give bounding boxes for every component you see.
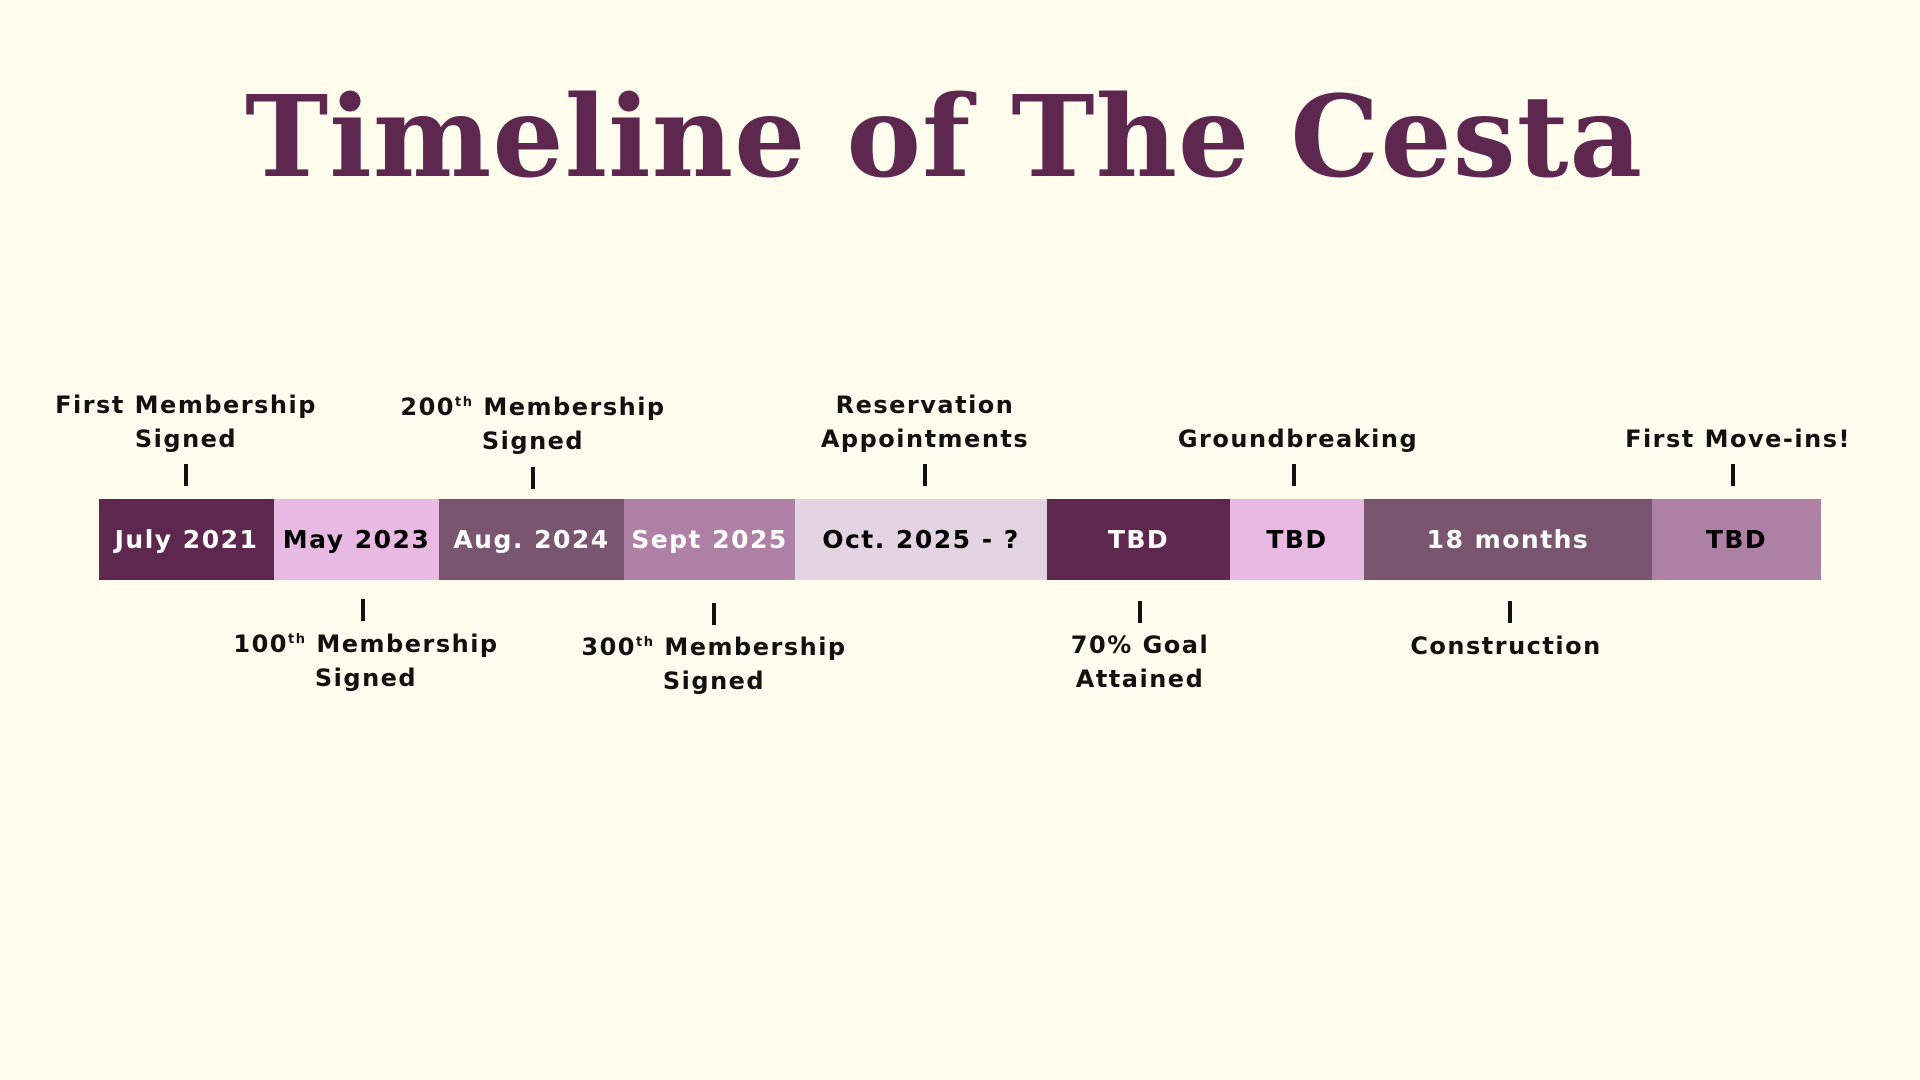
segment-aug-2024: Aug. 2024 xyxy=(439,499,624,580)
segment-july-2021: July 2021 xyxy=(99,499,274,580)
tick-200th-membership xyxy=(531,467,535,489)
segment-sept-2025: Sept 2025 xyxy=(624,499,795,580)
label-construction: Construction xyxy=(1410,632,1602,660)
page-title: Timeline of The Cesta xyxy=(244,72,1644,203)
segment-tbd-1: TBD xyxy=(1047,499,1230,580)
label-groundbreaking: Groundbreaking xyxy=(1177,425,1419,453)
tick-300th-membership xyxy=(712,603,716,625)
label-100th-membership: 100th Membership Signed xyxy=(233,630,499,692)
label-first-membership: First Membership Signed xyxy=(55,391,317,453)
segment-tbd-3: TBD xyxy=(1652,499,1821,580)
segment-oct-2025: Oct. 2025 - ? xyxy=(795,499,1047,580)
tick-first-membership xyxy=(184,464,188,486)
timeline-bar: July 2021 May 2023 Aug. 2024 Sept 2025 O… xyxy=(99,499,1821,580)
label-200th-membership: 200th Membership Signed xyxy=(400,393,666,455)
label-300th-membership: 300th Membership Signed xyxy=(581,633,847,695)
tick-groundbreaking xyxy=(1292,464,1296,486)
tick-construction xyxy=(1508,601,1512,623)
segment-18-months: 18 months xyxy=(1364,499,1652,580)
tick-100th-membership xyxy=(361,599,365,621)
label-first-move-ins: First Move-ins! xyxy=(1625,425,1851,453)
label-reservation-appointments: Reservation Appointments xyxy=(820,391,1030,453)
tick-70-goal xyxy=(1138,601,1142,623)
tick-reservation-appointments xyxy=(923,464,927,486)
segment-may-2023: May 2023 xyxy=(274,499,439,580)
segment-tbd-2: TBD xyxy=(1230,499,1364,580)
label-70-goal: 70% Goal Attained xyxy=(1070,631,1210,693)
tick-first-move-ins xyxy=(1731,464,1735,486)
